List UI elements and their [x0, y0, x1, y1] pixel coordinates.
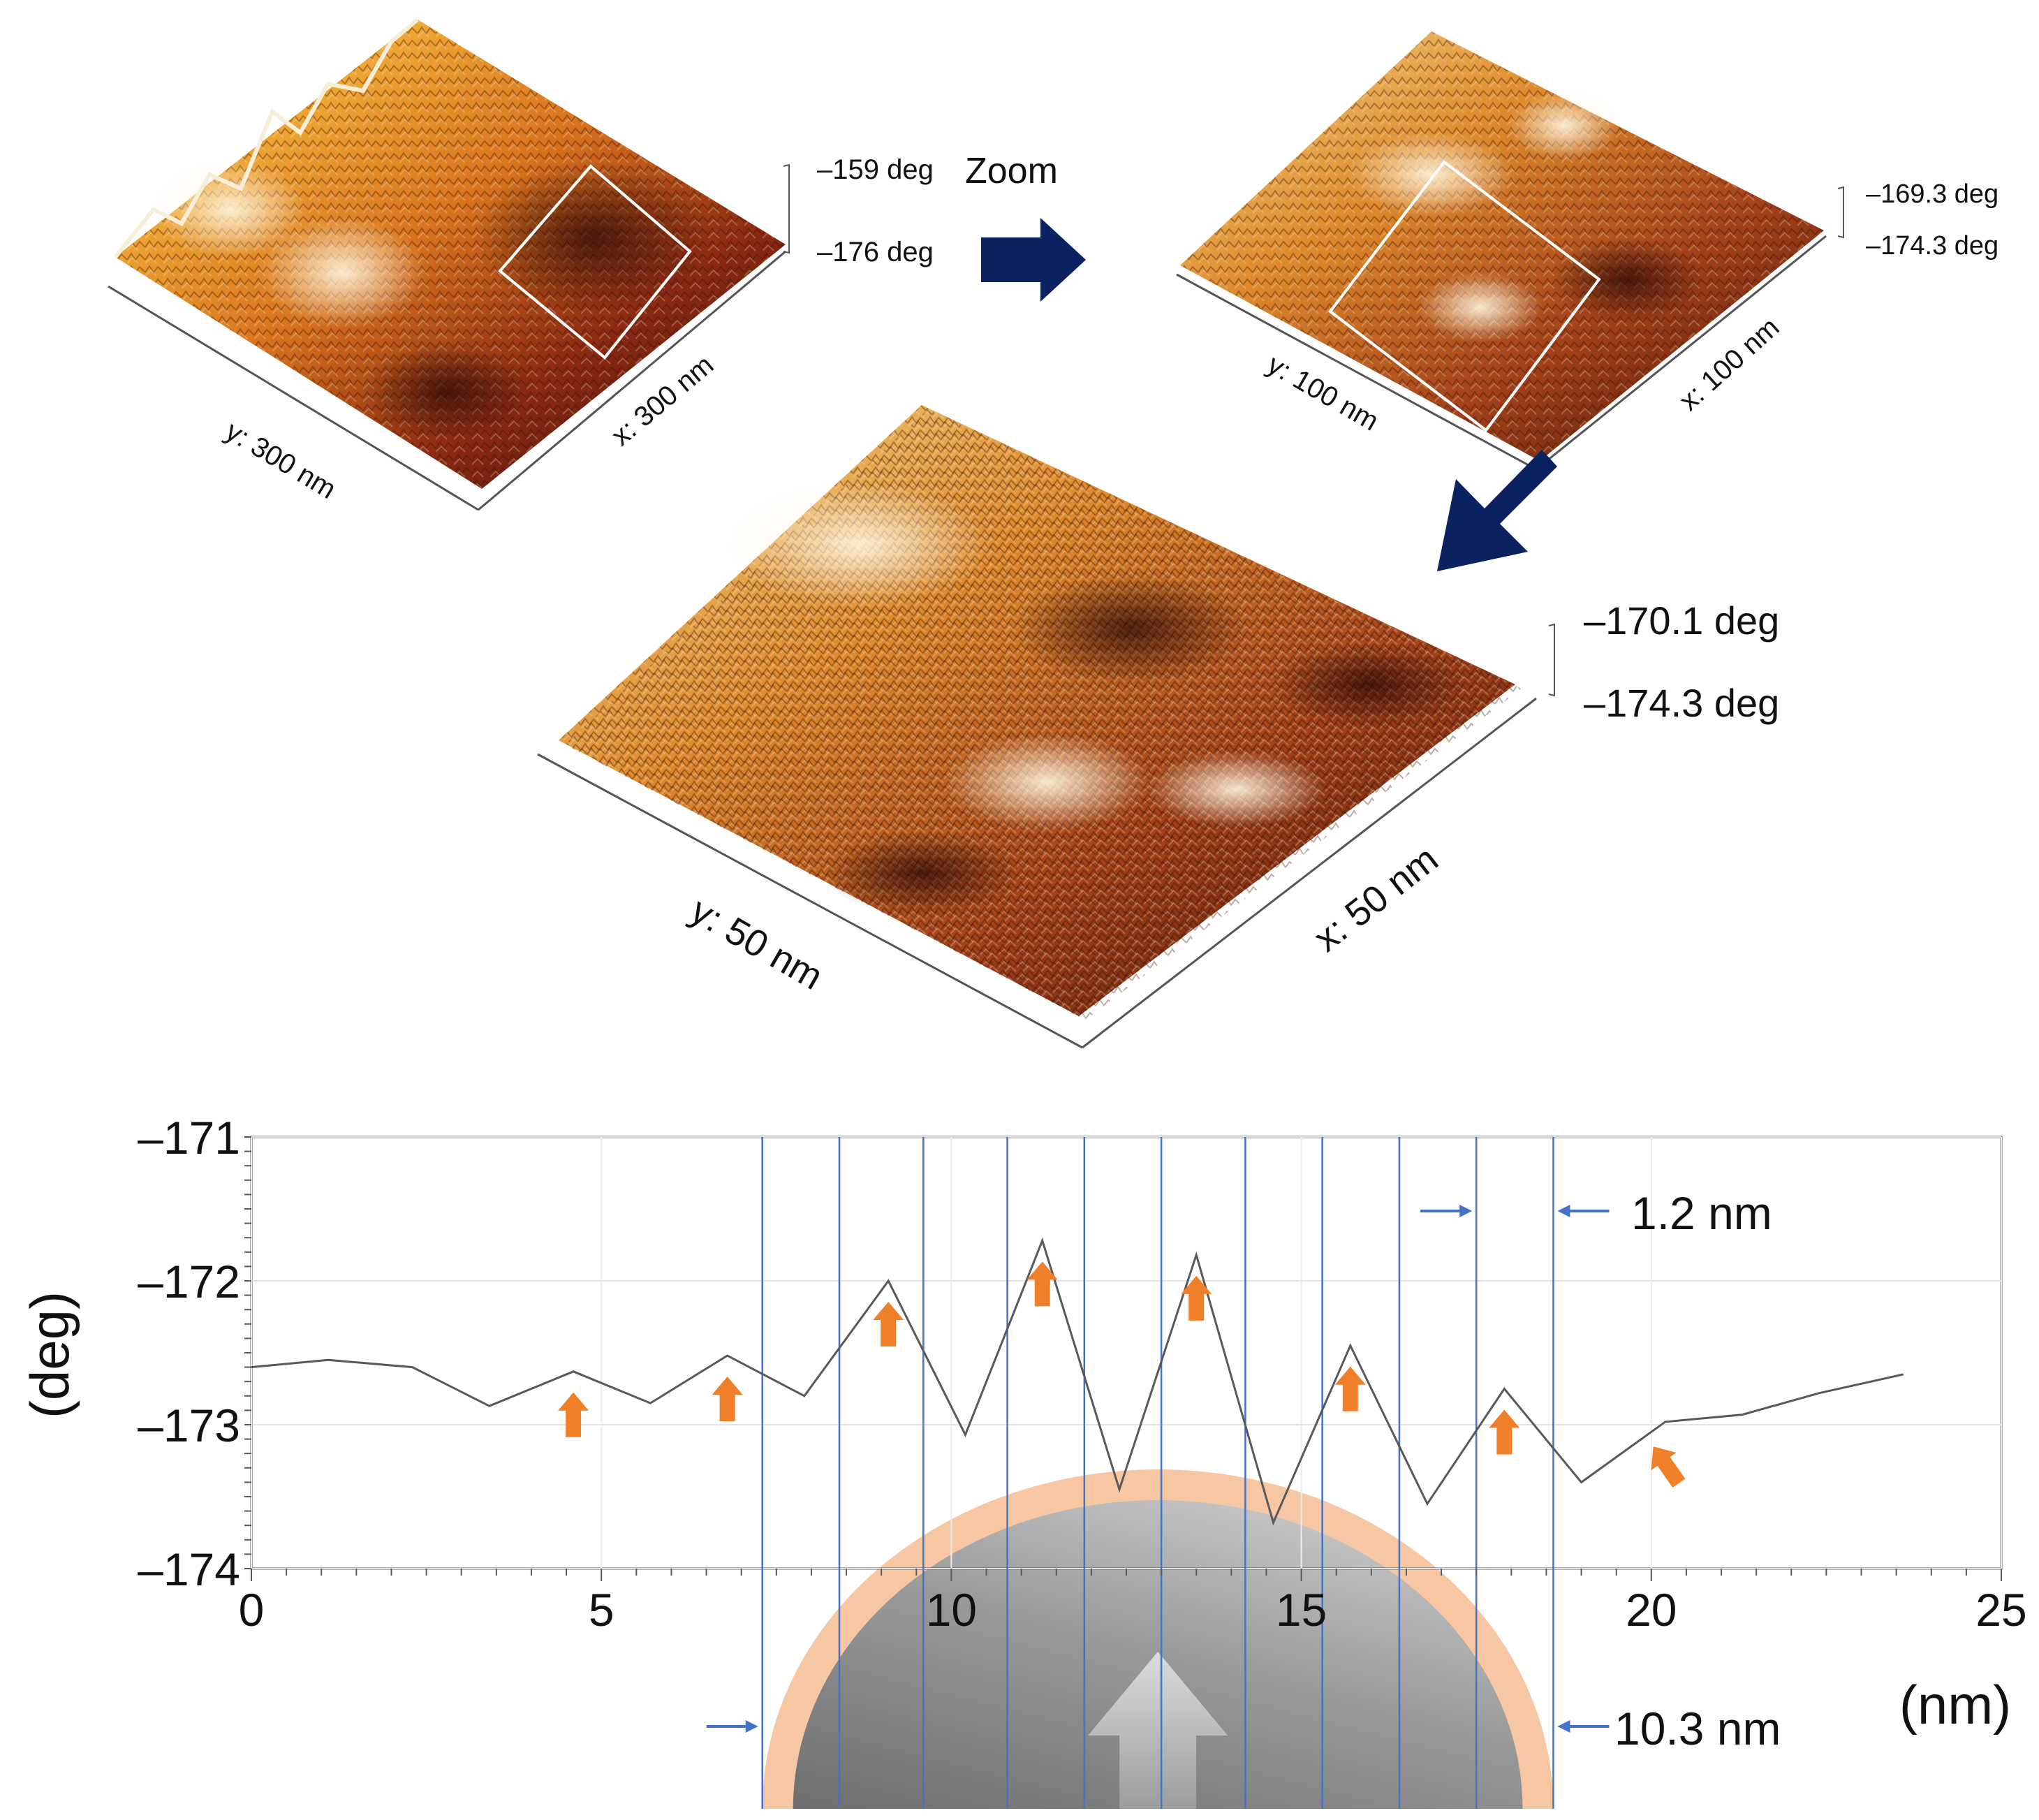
- scale-bottom-100: –174.3 deg: [1866, 231, 1998, 260]
- afm-surface-50nm: –170.1 deg –174.3 deg y: 50 nm x: 50 nm: [537, 405, 1779, 1049]
- scale-top-100: –169.3 deg: [1866, 179, 1998, 209]
- x-tick-label: 5: [589, 1584, 614, 1636]
- scale-top-50: –170.1 deg: [1584, 599, 1779, 643]
- y-tick-label: –172: [138, 1256, 240, 1307]
- orange-peak-arrow-icon: [1026, 1261, 1058, 1307]
- scale-bottom-50: –174.3 deg: [1584, 681, 1779, 725]
- x-tick-labels: 0 5 10 15 20 25: [239, 1584, 2027, 1636]
- annotations: 1.2 nm 10.3 nm: [706, 1187, 1781, 1754]
- orange-arrow-shape: [1489, 1409, 1520, 1455]
- line-profile-chart: 0 5 10 15 20 25 –171 –172 –173 –174 1.2 nm 10.3 n…: [19, 1112, 2027, 1809]
- dimension-arrowhead: [1557, 1205, 1570, 1217]
- dimension-arrowhead: [745, 1720, 758, 1733]
- dimension-arrowhead: [1459, 1205, 1473, 1217]
- y-axis-label-50: y: 50 nm: [684, 889, 830, 998]
- y-axis-title: (deg): [19, 1291, 80, 1418]
- zoom-label: Zoom: [965, 151, 1058, 191]
- orange-peak-arrow-icon: [1489, 1409, 1520, 1455]
- x-tick-label: 20: [1626, 1584, 1677, 1636]
- y-tick-labels: –171 –172 –173 –174: [138, 1112, 240, 1595]
- orange-arrow-shape: [1026, 1261, 1058, 1307]
- zoom-down-left-arrow-icon: [1437, 450, 1557, 571]
- x-tick-label: 0: [239, 1584, 265, 1636]
- orange-peak-arrow-icon: [873, 1302, 904, 1346]
- orange-peak-arrow-icon: [558, 1392, 589, 1437]
- orange-arrow-shape: [712, 1377, 743, 1422]
- orange-arrow-shape: [1181, 1275, 1212, 1321]
- peak-arrows: [558, 1261, 1686, 1488]
- x-tick-label: 15: [1276, 1584, 1327, 1636]
- spacing-annotation: 1.2 nm: [1631, 1187, 1772, 1239]
- x-axis-label-50: x: 50 nm: [1306, 838, 1445, 960]
- scale-top-300: –159 deg: [817, 154, 934, 185]
- y-axis-label-300: y: 300 nm: [220, 416, 341, 505]
- y-tick-label: –174: [138, 1543, 240, 1595]
- y-tick-label: –173: [138, 1400, 240, 1451]
- diameter-annotation: 10.3 nm: [1614, 1703, 1781, 1754]
- scale-bottom-300: –176 deg: [817, 237, 934, 267]
- orange-arrow-shape: [873, 1302, 904, 1346]
- particle-up-arrow-icon: [1088, 1652, 1228, 1809]
- zoom-right-arrow-icon: [981, 218, 1086, 302]
- orange-arrow-shape: [558, 1392, 589, 1437]
- afm-surface-100nm: –169.3 deg –174.3 deg y: 100 nm x: 100 n…: [1176, 31, 1998, 471]
- profile-series-line: [251, 1237, 1904, 1526]
- zoom-box-300: [498, 164, 692, 360]
- orange-arrow-shape: [1651, 1446, 1686, 1488]
- y-tick-label: –171: [138, 1112, 240, 1164]
- orange-peak-arrow-icon: [712, 1377, 743, 1422]
- nanoparticle-illustration: [762, 1469, 1554, 1809]
- x-tick-label: 10: [926, 1584, 977, 1636]
- minor-ticks: [244, 1136, 2002, 1581]
- dimension-arrowhead: [1557, 1720, 1570, 1733]
- orange-arrow-shape: [1334, 1366, 1366, 1411]
- afm-surface-300nm: –159 deg –176 deg y: 300 nm x: 300 nm: [108, 17, 934, 511]
- x-tick-label: 25: [1975, 1584, 2026, 1636]
- lattice-lines: [761, 1137, 1554, 1809]
- orange-peak-arrow-icon: [1651, 1446, 1686, 1488]
- orange-peak-arrow-icon: [1334, 1366, 1366, 1411]
- x-axis-title: (nm): [1899, 1674, 2011, 1735]
- zoom-box-100: [1328, 160, 1601, 432]
- orange-peak-arrow-icon: [1181, 1275, 1212, 1321]
